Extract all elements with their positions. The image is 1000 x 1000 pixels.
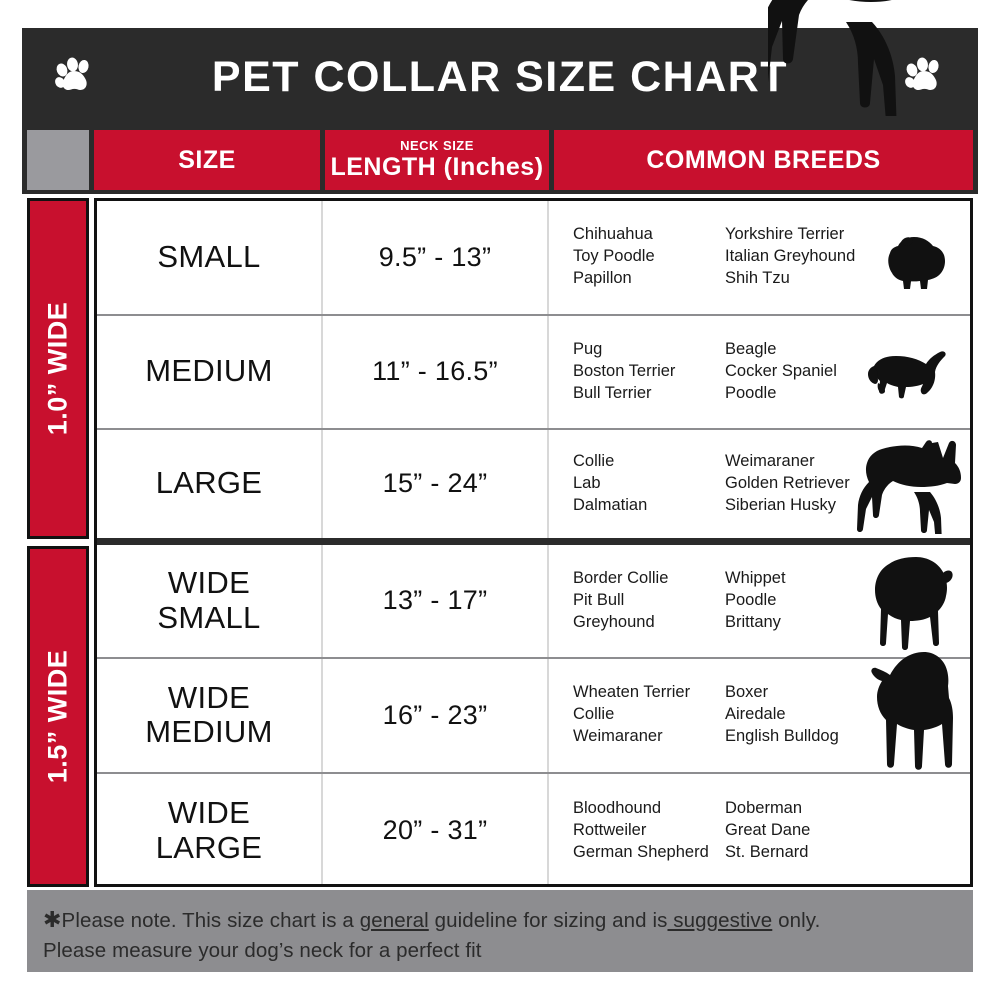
cell-breeds: Pug Boston Terrier Bull Terrier Beagle Cock… bbox=[549, 316, 970, 429]
size-label: LARGE bbox=[155, 465, 263, 501]
page-title: PET COLLAR SIZE CHART bbox=[211, 52, 789, 101]
header-length-sublabel: NECK SIZE bbox=[400, 137, 474, 153]
breed-list-col2: Weimaraner Golden Retriever Siberian Husky bbox=[725, 451, 850, 514]
breed-list-col1: Border Collie Pit Bull Greyhound bbox=[573, 568, 669, 631]
breed-list-col1: Wheaten Terrier Collie Weimaraner bbox=[573, 683, 691, 746]
cell-breeds: Border Collie Pit Bull Greyhound Whippet Po… bbox=[549, 545, 970, 658]
table-row: LARGE 15” - 24” Collie Lab Dalmatian Weima… bbox=[97, 430, 970, 545]
header-size-label: SIZE bbox=[178, 145, 236, 174]
breed-list-col1: Pug Boston Terrier Bull Terrier bbox=[573, 339, 676, 402]
paw-print-icon bbox=[52, 54, 98, 100]
footer-text-a: Please note. This size chart is a bbox=[61, 909, 360, 932]
footer-note: ✱Please note. This size chart is a gener… bbox=[27, 890, 973, 972]
size-label-line2: LARGE bbox=[155, 829, 263, 865]
size-table-body: SMALL 9.5” - 13” Chihuahua Toy Poodle Papi… bbox=[94, 198, 973, 887]
breed-list-col2: Yorkshire Terrier Italian Greyhound Shih T… bbox=[725, 225, 856, 288]
section-rail-1-0-wide-label: 1.0” WIDE bbox=[42, 301, 73, 436]
header-corner-cell bbox=[27, 130, 89, 190]
footer-underline-suggestive: suggestive bbox=[667, 909, 773, 932]
cell-size: SMALL bbox=[97, 201, 323, 314]
cell-size: LARGE bbox=[97, 430, 323, 538]
length-value: 9.5” - 13” bbox=[378, 241, 492, 272]
cell-length: 16” - 23” bbox=[323, 659, 549, 772]
cell-size: WIDE LARGE bbox=[97, 773, 323, 884]
table-row: MEDIUM 11” - 16.5” Pug Boston Terrier Bull… bbox=[97, 315, 970, 430]
cell-length: 11” - 16.5” bbox=[323, 315, 549, 428]
breed-list-col2: Whippet Poodle Brittany bbox=[725, 568, 786, 631]
footer-text-b: guideline for sizing and is bbox=[428, 909, 668, 932]
section-rail-1-0-wide: 1.0” WIDE bbox=[27, 198, 89, 539]
footer-text-c: only. bbox=[772, 909, 821, 932]
header-length: NECK SIZE LENGTH (Inches) bbox=[325, 130, 549, 190]
length-value: 11” - 16.5” bbox=[372, 356, 498, 387]
table-row: SMALL 9.5” - 13” Chihuahua Toy Poodle Papi… bbox=[97, 201, 970, 316]
size-label: WIDE bbox=[167, 679, 251, 715]
cell-size: WIDE MEDIUM bbox=[97, 659, 323, 772]
cell-length: 15” - 24” bbox=[323, 430, 549, 538]
asterisk-icon: ✱ bbox=[43, 907, 62, 932]
breed-list-col2: Doberman Great Dane St. Bernard bbox=[725, 798, 811, 861]
length-value: 20” - 31” bbox=[382, 815, 488, 846]
cell-length: 20” - 31” bbox=[323, 773, 549, 884]
header-length-label: LENGTH (Inches) bbox=[330, 152, 544, 181]
footer-line-2: Please measure your dog’s neck for a per… bbox=[43, 938, 482, 962]
pet-collar-size-chart: PET COLLAR SIZE CHART SIZE NECK SIZE LEN… bbox=[22, 0, 978, 972]
footer-underline-general: general bbox=[359, 909, 429, 932]
cell-breeds: Chihuahua Toy Poodle Papillon Yorkshire Te… bbox=[549, 201, 970, 314]
cell-breeds: Collie Lab Dalmatian Weimaraner Golden Retr… bbox=[549, 430, 970, 538]
table-header-row: SIZE NECK SIZE LENGTH (Inches) COMMON BR… bbox=[22, 126, 978, 194]
size-label: WIDE bbox=[167, 795, 251, 831]
section-rail-1-5-wide: 1.5” WIDE bbox=[27, 546, 89, 887]
breed-list-col2: Boxer Airedale English Bulldog bbox=[725, 683, 839, 746]
breed-list-col1: Chihuahua Toy Poodle Papillon bbox=[573, 225, 655, 288]
cell-breeds: Wheaten Terrier Collie Weimaraner Boxer Air… bbox=[549, 651, 970, 772]
cell-size: WIDE SMALL bbox=[97, 544, 323, 657]
table-row: WIDE SMALL 13” - 17” Border Collie Pit Bu… bbox=[97, 544, 970, 659]
section-rail-1-5-wide-label: 1.5” WIDE bbox=[42, 649, 73, 784]
doberman-silhouette bbox=[757, 0, 940, 138]
table-row: WIDE MEDIUM 16” - 23” Wheaten Terrier Col… bbox=[97, 651, 970, 774]
cell-length: 9.5” - 13” bbox=[323, 201, 549, 314]
table-row: WIDE LARGE 20” - 31” Bloodhound Rottweile… bbox=[97, 773, 970, 885]
header-size: SIZE bbox=[94, 130, 320, 190]
size-label: MEDIUM bbox=[145, 353, 273, 389]
breed-list-col2: Beagle Cocker Spaniel Poodle bbox=[725, 339, 837, 402]
paw-print-icon bbox=[902, 54, 948, 100]
length-value: 15” - 24” bbox=[382, 468, 488, 499]
breed-list-col1: Bloodhound Rottweiler German Shepherd bbox=[573, 798, 709, 861]
header-breeds-label: COMMON BREEDS bbox=[646, 145, 881, 174]
chart-title-band: PET COLLAR SIZE CHART bbox=[22, 28, 978, 126]
pomeranian-silhouette bbox=[876, 230, 950, 296]
header-breeds: COMMON BREEDS bbox=[554, 130, 973, 190]
breed-list-col1: Collie Lab Dalmatian bbox=[573, 451, 648, 514]
cell-breeds: Bloodhound Rottweiler German Shepherd Dobe… bbox=[549, 774, 970, 885]
size-label: SMALL bbox=[157, 238, 261, 274]
length-value: 13” - 17” bbox=[382, 585, 488, 616]
size-label: WIDE bbox=[167, 565, 251, 601]
footer-line-1: ✱Please note. This size chart is a gener… bbox=[43, 904, 957, 936]
cell-size: MEDIUM bbox=[97, 315, 323, 428]
size-label-line2: SMALL bbox=[157, 599, 261, 635]
length-value: 16” - 23” bbox=[382, 699, 488, 730]
size-label-line2: MEDIUM bbox=[145, 714, 273, 750]
cell-length: 13” - 17” bbox=[323, 544, 549, 657]
